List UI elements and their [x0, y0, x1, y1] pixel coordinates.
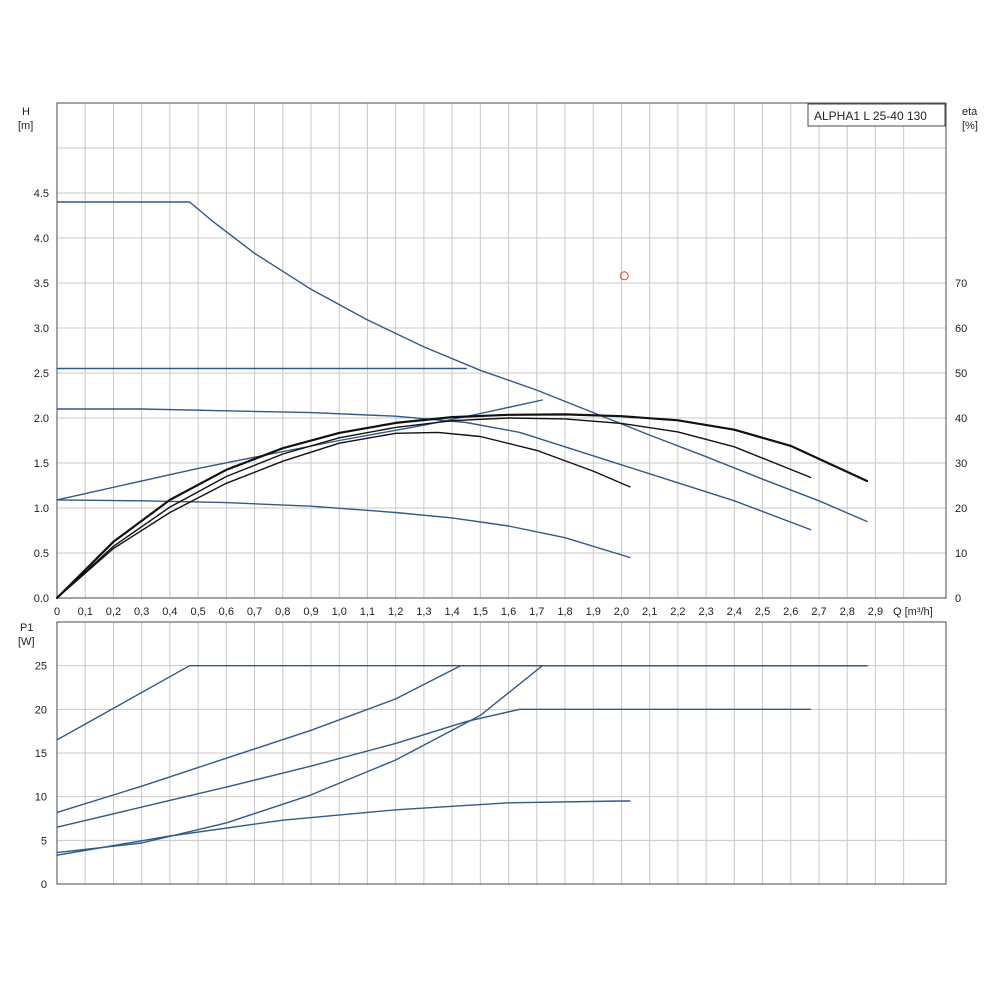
x-tick-label: 0,3	[134, 606, 149, 618]
y-right-tick-label: 40	[955, 413, 967, 425]
p1-tick-label: 25	[35, 661, 47, 673]
x-tick-label: 0,1	[78, 606, 93, 618]
y-right-tick-label: 10	[955, 548, 967, 560]
top-chart-frame	[56, 102, 947, 599]
x-tick-label: 2,3	[698, 606, 713, 618]
x-tick-label: 2,9	[868, 606, 883, 618]
x-tick-label: 1,4	[444, 606, 459, 618]
x-tick-label: 1,5	[473, 606, 488, 618]
x-tick-label: 0,2	[106, 606, 121, 618]
y-axis-label-h-line1: H	[22, 106, 30, 118]
x-tick-label: 0,4	[162, 606, 177, 618]
x-tick-label: 0,6	[219, 606, 234, 618]
x-tick-label: 2,6	[783, 606, 798, 618]
top-chart-series	[55, 201, 869, 600]
y-tick-label: 0.0	[34, 593, 49, 605]
p1-tick-label: 0	[41, 879, 47, 891]
y-right-tick-label: 30	[955, 458, 967, 470]
head-curve	[56, 499, 631, 559]
y-tick-label: 2.5	[34, 368, 49, 380]
x-axis-label: Q [m³/h]	[893, 606, 933, 618]
p1-tick-label: 20	[35, 704, 47, 716]
tick-labels: 0 0,1 0,2 0,3 0,4 0,5 0,6 0,7 0,8 0,9 1,0 1,1 1,2 1,3…	[34, 188, 968, 891]
x-tick-label: 0,9	[303, 606, 318, 618]
y-right-tick-label: 50	[955, 368, 967, 380]
power-curve	[56, 665, 868, 741]
x-tick-label: 2,1	[642, 606, 657, 618]
efficiency-curve	[55, 413, 869, 600]
x-tick-label: 0	[54, 606, 60, 618]
x-tick-label: 2,5	[755, 606, 770, 618]
chart-title: ALPHA1 L 25-40 130	[814, 109, 927, 123]
y-tick-label: 3.0	[34, 323, 49, 335]
y-axis-label-p1-line1: P1	[20, 622, 33, 634]
y-axis-label-p1: P1 [W]	[18, 622, 37, 648]
y-tick-label: 0.5	[34, 548, 49, 560]
x-tick-label: 2,0	[614, 606, 629, 618]
y-right-tick-label: 20	[955, 503, 967, 515]
power-curve	[56, 708, 812, 828]
y-right-tick-label: 0	[955, 593, 961, 605]
x-tick-label: 2,8	[840, 606, 855, 618]
y-tick-label: 4.5	[34, 188, 49, 200]
y-tick-label: 1.0	[34, 503, 49, 515]
y-axis-label-eta-line2: [%]	[962, 120, 978, 132]
power-curve	[56, 665, 868, 854]
x-tick-label: 0,5	[190, 606, 205, 618]
y-axis-label-h: H [m]	[18, 106, 33, 132]
x-tick-label: 1,0	[332, 606, 347, 618]
x-tick-label: 2,4	[727, 606, 742, 618]
x-tick-label: 1,9	[586, 606, 601, 618]
x-tick-label: 2,2	[670, 606, 685, 618]
x-tick-label: 1,1	[360, 606, 375, 618]
legend-box	[807, 103, 946, 127]
x-tick-label: 0,7	[247, 606, 262, 618]
power-curve	[56, 665, 868, 814]
p1-tick-label: 5	[41, 835, 47, 847]
y-tick-label: 3.5	[34, 278, 49, 290]
efficiency-curve	[56, 417, 812, 599]
head-curve	[56, 201, 868, 523]
y-axis-label-eta-line1: eta	[962, 106, 978, 118]
x-tick-label: 1,6	[501, 606, 516, 618]
y-right-tick-label: 60	[955, 323, 967, 335]
x-tick-label: 1,7	[529, 606, 544, 618]
efficiency-curve	[56, 431, 631, 599]
y-axis-label-eta: eta [%]	[962, 106, 980, 132]
head-curve	[56, 399, 544, 501]
p1-tick-label: 15	[35, 748, 47, 760]
x-tick-label: 2,7	[811, 606, 826, 618]
y-tick-label: 4.0	[34, 233, 49, 245]
bottom-chart-series	[56, 665, 868, 856]
x-tick-label: 0,8	[275, 606, 290, 618]
y-axis-label-h-line2: [m]	[18, 120, 33, 132]
bottom-chart-grid	[57, 622, 946, 884]
x-tick-label: 1,2	[388, 606, 403, 618]
y-right-tick-label: 70	[955, 278, 967, 290]
bottom-chart-frame	[56, 621, 947, 885]
power-curve	[56, 800, 631, 856]
y-tick-label: 2.0	[34, 413, 49, 425]
x-tick-label: 1,3	[416, 606, 431, 618]
p1-tick-label: 10	[35, 792, 47, 804]
y-axis-label-p1-line2: [W]	[18, 636, 35, 648]
duty-point-marker	[619, 271, 629, 281]
top-chart-grid	[57, 103, 946, 598]
x-tick-label: 1,8	[557, 606, 572, 618]
head-curve	[56, 408, 812, 531]
y-tick-label: 1.5	[34, 458, 49, 470]
